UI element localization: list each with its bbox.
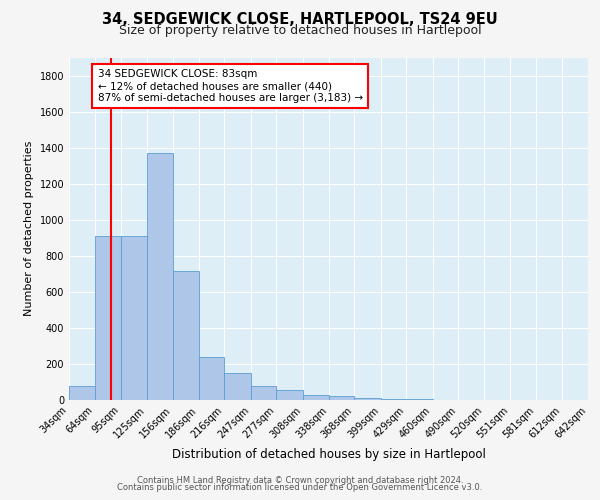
Bar [354,398,380,400]
Text: Contains HM Land Registry data © Crown copyright and database right 2024.: Contains HM Land Registry data © Crown c… [137,476,463,485]
Bar [329,396,354,400]
Bar [69,386,95,400]
Bar [146,153,173,400]
Bar [277,390,303,400]
Text: 34, SEDGEWICK CLOSE, HARTLEPOOL, TS24 9EU: 34, SEDGEWICK CLOSE, HARTLEPOOL, TS24 9E… [102,12,498,28]
Text: 34 SEDGEWICK CLOSE: 83sqm
← 12% of detached houses are smaller (440)
87% of semi: 34 SEDGEWICK CLOSE: 83sqm ← 12% of detac… [98,70,362,102]
Bar [95,236,121,400]
X-axis label: Distribution of detached houses by size in Hartlepool: Distribution of detached houses by size … [172,448,485,461]
Bar [380,399,406,400]
Y-axis label: Number of detached properties: Number of detached properties [24,141,34,316]
Text: Size of property relative to detached houses in Hartlepool: Size of property relative to detached ho… [119,24,481,37]
Bar [224,374,251,400]
Bar [199,356,224,400]
Bar [303,394,329,400]
Bar [251,386,277,400]
Text: Contains public sector information licensed under the Open Government Licence v3: Contains public sector information licen… [118,484,482,492]
Bar [173,271,199,400]
Bar [121,236,146,400]
